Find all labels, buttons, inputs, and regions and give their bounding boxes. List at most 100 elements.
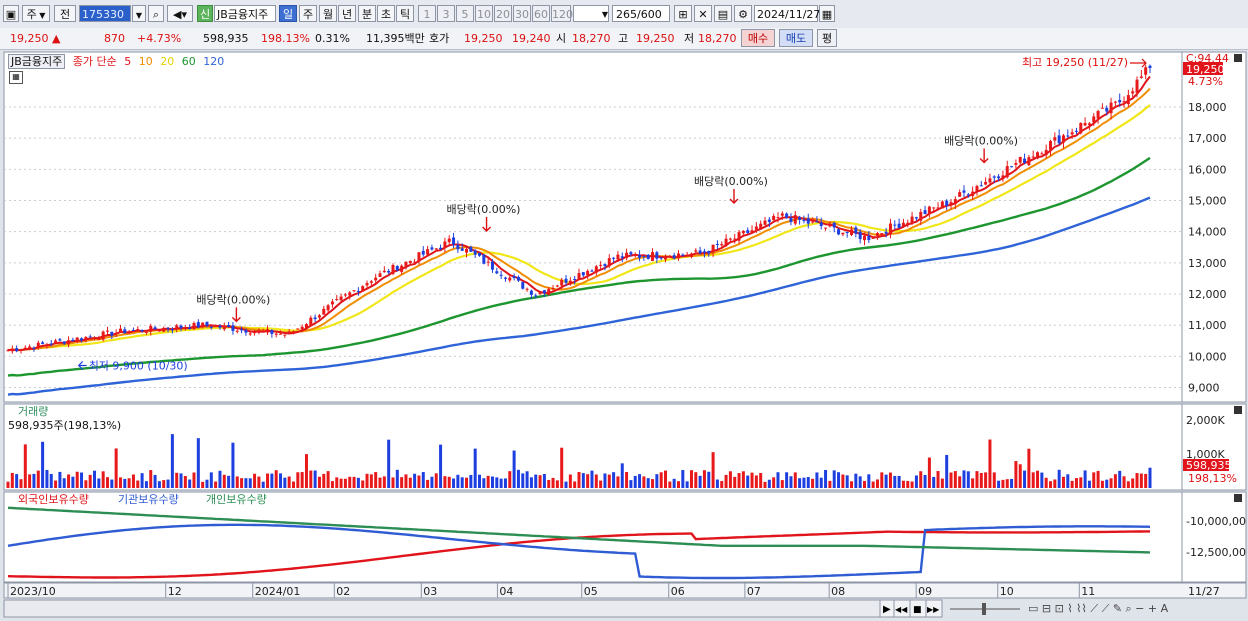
volume-bar (404, 474, 408, 488)
interval-60[interactable]: 60 (532, 5, 550, 22)
candle-body (841, 232, 845, 235)
interval-10[interactable]: 10 (475, 5, 493, 22)
legend-ma60[interactable]: 60 (181, 55, 196, 68)
volume-bar (806, 477, 810, 488)
stock-code-input[interactable]: 175330 (79, 5, 131, 22)
save-icon[interactable]: ▤ (714, 5, 732, 22)
layout-icon[interactable]: ▣ (3, 5, 19, 22)
candle-body (1031, 156, 1035, 158)
price-pane-close-icon[interactable] (1234, 54, 1242, 62)
candle-body (560, 279, 564, 286)
volume-bar (715, 479, 719, 488)
sound-icon[interactable]: ◀▾ (167, 5, 193, 22)
flat-button[interactable]: 평 (817, 29, 837, 47)
legend-ma10[interactable]: 10 (138, 55, 153, 68)
tab-minute[interactable]: 분 (358, 5, 376, 22)
volume-bar (815, 472, 819, 488)
volume-bar (192, 472, 196, 488)
volume-bar (28, 474, 32, 488)
legend-ma5[interactable]: 5 (124, 55, 132, 68)
volume-pane-close-icon[interactable] (1234, 406, 1242, 414)
candle-body (227, 325, 231, 327)
stock-chart[interactable]: 최고 19,250 (11/27) 최저 9,900 (10/30) 배당락(0.0… (0, 50, 1248, 621)
count-field[interactable]: 265/600 (612, 5, 670, 22)
volume-bar (62, 478, 66, 488)
volume-bar (525, 471, 529, 488)
volume-bar (387, 439, 391, 488)
candle-body (547, 289, 551, 295)
period-type-select[interactable]: 주 ▼ (22, 5, 50, 22)
quote-bar: 19,250 ▲ 870 +4.73% 598,935 198.13% 0.31… (0, 28, 1248, 50)
sell-button[interactable]: 매도 (779, 29, 813, 47)
volume-bar (1113, 474, 1117, 488)
volume-bar (248, 478, 252, 488)
dividend-annotation: 배당락(0.00%) (694, 175, 768, 188)
tab-tick[interactable]: 틱 (396, 5, 414, 22)
volume-bar (824, 470, 828, 488)
volume-bar (348, 476, 352, 488)
volume-axis: 2,000K 1,000K (1186, 414, 1225, 461)
institution-holding-label: 기관보유수량 (118, 493, 179, 506)
volume-bar (317, 476, 321, 488)
volume-bar (919, 471, 923, 488)
legend-ma120[interactable]: 120 (203, 55, 225, 68)
tab-second[interactable]: 초 (377, 5, 395, 22)
code-dropdown-button[interactable]: ▼ (132, 5, 146, 22)
volume-bar (123, 478, 127, 488)
indicator-icon[interactable]: ⊞ (674, 5, 692, 22)
tab-year[interactable]: 년 (338, 5, 356, 22)
volume-bar (728, 471, 732, 488)
interval-input[interactable]: ▼ (573, 5, 609, 22)
candle-body (863, 235, 866, 241)
draw-tool-icon[interactable]: ✕ (694, 5, 712, 22)
legend-ma20[interactable]: 20 (160, 55, 175, 68)
open-label: 시 (556, 32, 567, 45)
candle-body (1118, 100, 1122, 103)
interval-120[interactable]: 120 (551, 5, 573, 22)
candle-body (330, 301, 334, 305)
tab-week[interactable]: 주 (299, 5, 317, 22)
candle-body (149, 325, 153, 332)
volume-bar (923, 474, 927, 488)
candle-body (577, 273, 581, 280)
chart-tool-icons[interactable]: ▭ ⊟ ⊡ ⌇ ⌇⌇ ⟋ ⟋ ✎ ⌕ − + A (1028, 602, 1169, 615)
volume-tick-label: 1,000K (1186, 448, 1225, 461)
tab-month[interactable]: 월 (319, 5, 337, 22)
candle-body (815, 221, 819, 223)
candle-body (875, 233, 879, 236)
volume-bar (1105, 479, 1109, 488)
gear-icon[interactable]: ⚙ (734, 5, 752, 22)
volume-bar (209, 472, 213, 488)
volume-bar (153, 474, 157, 488)
candle-body (395, 266, 399, 271)
calendar-icon[interactable]: ▦ (819, 5, 835, 22)
x-axis-label: 2023/10 (10, 585, 56, 598)
volume-bar (521, 473, 525, 488)
interval-30[interactable]: 30 (513, 5, 531, 22)
volume-bar (218, 470, 222, 488)
date-field[interactable]: 2024/11/27 (754, 5, 820, 22)
candle-body (984, 181, 988, 185)
buy-button[interactable]: 매수 (741, 29, 775, 47)
table-icon[interactable]: ▦ (9, 71, 23, 84)
search-icon[interactable]: ⌕ (148, 5, 164, 22)
volume-bar (10, 472, 14, 488)
nav-last-button[interactable] (925, 599, 943, 618)
interval-3[interactable]: 3 (437, 5, 455, 22)
volume-bar (127, 478, 131, 488)
candle-body (1126, 95, 1130, 105)
tab-day[interactable]: 일 (279, 5, 297, 22)
x-axis-label: 05 (584, 585, 598, 598)
interval-1[interactable]: 1 (418, 5, 436, 22)
prev-button[interactable]: 전 (54, 5, 76, 22)
zoom-slider-handle[interactable] (982, 603, 986, 615)
holding-pane-close-icon[interactable] (1234, 494, 1242, 502)
interval-20[interactable]: 20 (494, 5, 512, 22)
candle-body (118, 328, 122, 333)
volume-bar (875, 479, 879, 488)
volume-bar (1036, 470, 1040, 488)
interval-5[interactable]: 5 (456, 5, 474, 22)
candle-body (490, 261, 494, 270)
candle-body (196, 322, 200, 328)
candle-body (28, 346, 32, 349)
